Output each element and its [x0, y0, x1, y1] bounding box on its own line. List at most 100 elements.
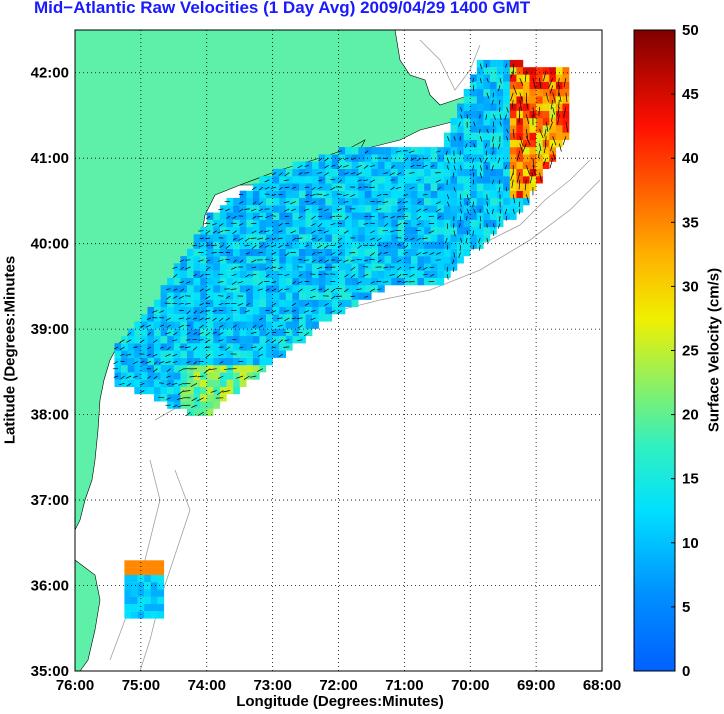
velocity-arrow — [444, 237, 448, 244]
velocity-arrow — [172, 339, 178, 342]
velocity-arrow — [445, 150, 448, 156]
velocity-arrow — [309, 295, 316, 299]
velocity-cell — [490, 212, 497, 220]
velocity-arrow — [199, 302, 204, 306]
velocity-cell — [279, 168, 286, 177]
velocity-cell — [463, 183, 471, 191]
velocity-arrow — [218, 339, 224, 342]
velocity-cell — [180, 292, 188, 300]
velocity-cell — [259, 306, 267, 315]
velocity-arrow — [297, 288, 303, 293]
velocity-arrow — [165, 361, 171, 364]
colorbar-tick: 5 — [682, 599, 690, 616]
velocity-cell — [318, 154, 326, 162]
velocity-cell — [121, 365, 128, 373]
velocity-cell — [127, 357, 135, 366]
velocity-arrow — [219, 324, 224, 328]
velocity-cell — [391, 190, 398, 199]
velocity-cell — [536, 89, 543, 97]
velocity-cell — [371, 190, 379, 199]
velocity-cell — [351, 285, 359, 293]
velocity-arrow — [265, 266, 270, 270]
velocity-cell — [536, 81, 543, 90]
velocity-cell — [213, 379, 221, 387]
velocity-arrow — [178, 382, 184, 386]
velocity-cell — [292, 336, 300, 344]
velocity-cell — [187, 372, 194, 380]
velocity-cell — [384, 277, 392, 286]
velocity-arrow — [172, 404, 178, 408]
velocity-arrow — [324, 244, 329, 249]
velocity-cell — [331, 299, 339, 307]
velocity-cell — [246, 357, 254, 366]
velocity-cell — [193, 299, 201, 307]
velocity-cell — [173, 306, 181, 315]
velocity-arrow — [277, 339, 283, 344]
velocity-arrow — [284, 172, 290, 177]
velocity-arrow — [185, 412, 191, 417]
velocity-cell — [509, 132, 517, 140]
velocity-arrow — [324, 157, 329, 162]
velocity-arrow — [257, 368, 263, 372]
velocity-cell — [187, 248, 194, 257]
velocity-arrow — [244, 310, 250, 313]
velocity-cell — [160, 321, 168, 329]
velocity-cell — [424, 212, 431, 220]
velocity-arrow — [453, 186, 456, 192]
velocity-arrow — [219, 361, 224, 364]
velocity-cell — [318, 306, 326, 315]
velocity-cell — [443, 197, 451, 206]
velocity-cell — [476, 89, 484, 97]
velocity-cell — [443, 227, 451, 235]
velocity-arrow — [258, 201, 264, 205]
map-frame — [74, 29, 603, 672]
velocity-arrow — [552, 92, 556, 103]
velocity-arrow — [357, 179, 362, 182]
velocity-arrow — [199, 324, 204, 329]
velocity-arrow — [375, 208, 382, 211]
velocity-arrow — [370, 230, 375, 234]
velocity-cell — [516, 176, 524, 184]
velocity-cell — [542, 147, 550, 155]
velocity-cell — [345, 248, 352, 257]
velocity-arrow — [479, 114, 481, 119]
velocity-arrow — [265, 288, 270, 292]
velocity-cell — [131, 574, 138, 583]
velocity-arrow — [310, 310, 316, 312]
velocity-cell — [180, 270, 188, 278]
velocity-cell — [279, 299, 286, 307]
velocity-cell — [312, 306, 319, 315]
velocity-arrow — [192, 244, 198, 247]
velocity-cell — [516, 183, 524, 191]
velocity-cell — [536, 96, 543, 104]
velocity-cell — [279, 176, 286, 184]
velocity-cell — [246, 270, 254, 278]
velocity-arrow — [193, 310, 198, 314]
velocity-cell — [338, 168, 346, 177]
velocity-arrow — [389, 273, 395, 276]
velocity-cell — [529, 89, 537, 97]
velocity-cell — [134, 365, 142, 373]
velocity-arrow — [264, 230, 270, 233]
velocity-arrow — [493, 223, 495, 228]
velocity-cell — [246, 219, 254, 228]
velocity-arrow — [243, 375, 250, 380]
velocity-arrow — [357, 244, 362, 249]
velocity-arrow — [225, 208, 231, 212]
velocity-arrow — [165, 353, 171, 357]
velocity-cell — [490, 183, 497, 191]
velocity-cell — [331, 183, 339, 191]
velocity-arrow — [351, 157, 356, 161]
velocity-cell — [213, 277, 221, 286]
velocity-arrow — [178, 324, 184, 329]
velocity-arrow — [417, 266, 422, 270]
velocity-arrow — [205, 237, 211, 240]
velocity-arrow — [277, 237, 283, 240]
velocity-arrow — [271, 346, 277, 349]
velocity-cell — [318, 292, 326, 300]
grid-lines — [75, 30, 602, 671]
velocity-cell — [358, 190, 366, 199]
velocity-cell — [476, 147, 484, 155]
velocity-arrow — [251, 259, 257, 263]
velocity-arrow — [552, 107, 555, 115]
